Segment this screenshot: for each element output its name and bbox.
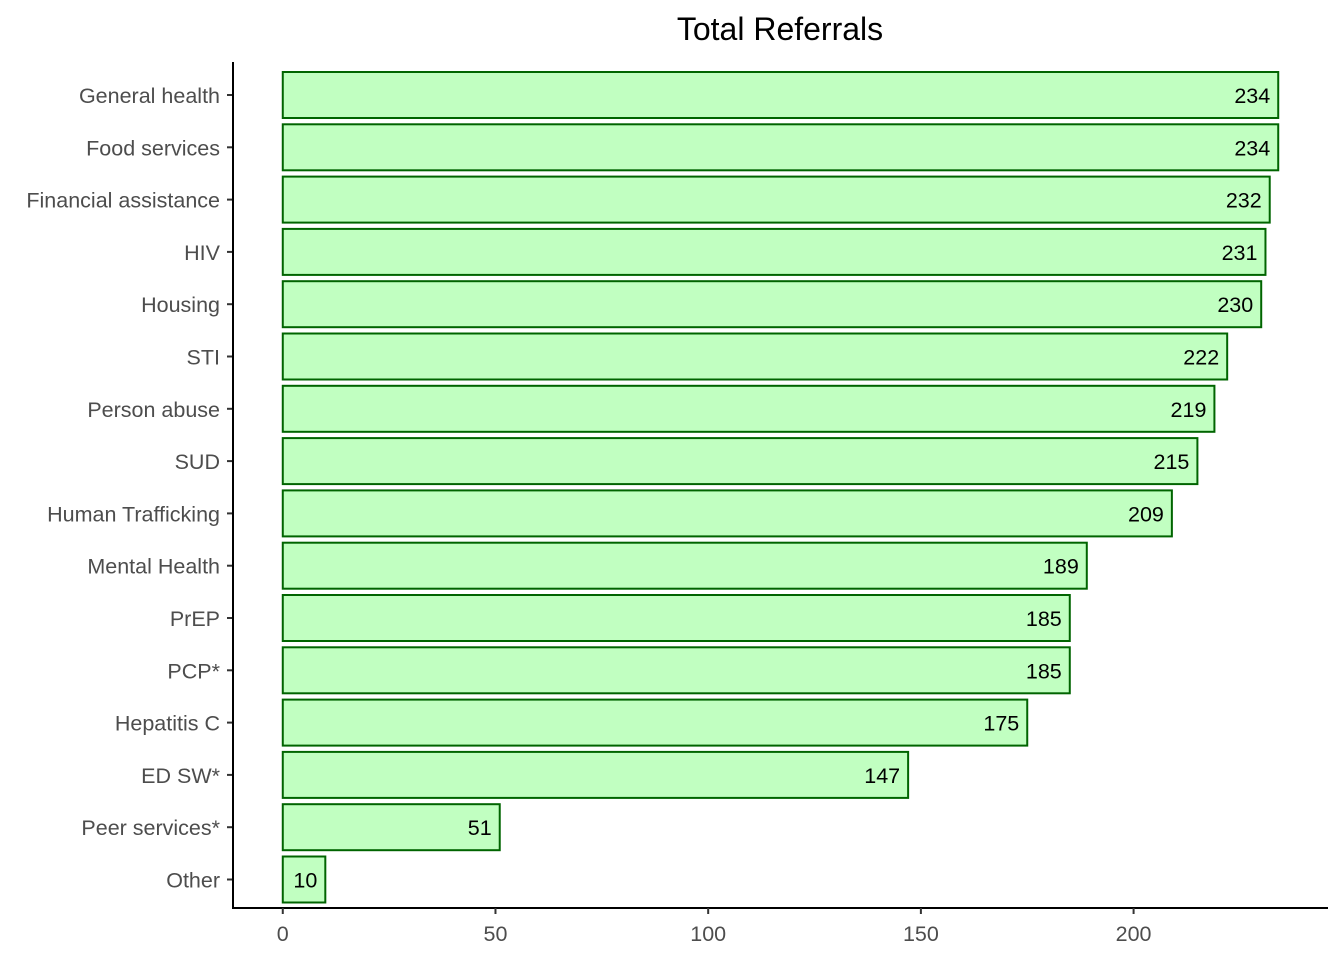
category-label: Peer services* [81, 816, 220, 840]
bar-ed-sw [281, 750, 910, 799]
category-label: Financial assistance [26, 189, 220, 213]
value-label: 185 [1026, 659, 1062, 683]
value-label: 185 [1026, 607, 1062, 631]
bar-hepatitis-c [281, 698, 1029, 747]
category-label: Food services [86, 136, 220, 160]
bar-human-trafficking [281, 489, 1173, 538]
bars-layer: 234 234 232 231 230 222 219 215 209 189 185 185 175 1… [281, 71, 1280, 904]
x-tick-label: 200 [1116, 922, 1152, 946]
bar-food-services [281, 123, 1280, 172]
value-label: 234 [1234, 84, 1270, 108]
y-axis: General health Food services Financial ass… [26, 62, 234, 909]
x-tick-label: 0 [277, 922, 289, 946]
value-label: 234 [1234, 136, 1270, 160]
bar-hiv [281, 227, 1267, 276]
category-label: Hepatitis C [115, 712, 220, 736]
category-label: PCP* [167, 659, 220, 683]
value-label: 222 [1183, 346, 1219, 370]
x-tick-label: 100 [690, 922, 726, 946]
value-label: 231 [1222, 241, 1258, 265]
value-label: 232 [1226, 189, 1262, 213]
value-label: 219 [1171, 398, 1207, 422]
x-tick-label: 50 [484, 922, 508, 946]
bar-sti [281, 332, 1229, 381]
value-label: 51 [468, 816, 492, 840]
category-label: Housing [141, 293, 220, 317]
category-label: Other [166, 869, 220, 893]
category-label: PrEP [170, 607, 220, 631]
bar-person-abuse [281, 384, 1216, 433]
bar-peer-services [281, 803, 501, 852]
category-label: ED SW* [141, 764, 220, 788]
category-label: HIV [184, 241, 221, 265]
value-label: 230 [1217, 293, 1253, 317]
bar-pcp [281, 646, 1071, 695]
x-tick-label: 150 [903, 922, 939, 946]
bar-prep [281, 594, 1071, 642]
value-label: 175 [983, 712, 1019, 736]
value-label: 147 [864, 764, 900, 788]
bar-financial-assistance [281, 175, 1271, 224]
x-axis: 0 50 100 150 200 [232, 907, 1328, 946]
category-label: Person abuse [87, 398, 220, 422]
category-label: SUD [175, 450, 220, 474]
bar-sud [281, 437, 1199, 486]
category-label: STI [187, 346, 220, 370]
category-label: General health [79, 84, 220, 108]
bar-housing [281, 280, 1263, 329]
chart-title: Total Referrals [677, 11, 883, 47]
value-label: 215 [1154, 450, 1190, 474]
bar-general-health [281, 71, 1280, 119]
value-label: 209 [1128, 502, 1164, 526]
bar-other [281, 855, 327, 904]
category-label: Human Trafficking [47, 502, 220, 526]
category-label: Mental Health [87, 555, 220, 579]
value-label: 10 [293, 869, 317, 893]
value-label: 189 [1043, 555, 1079, 579]
bar-mental-health [281, 541, 1088, 590]
